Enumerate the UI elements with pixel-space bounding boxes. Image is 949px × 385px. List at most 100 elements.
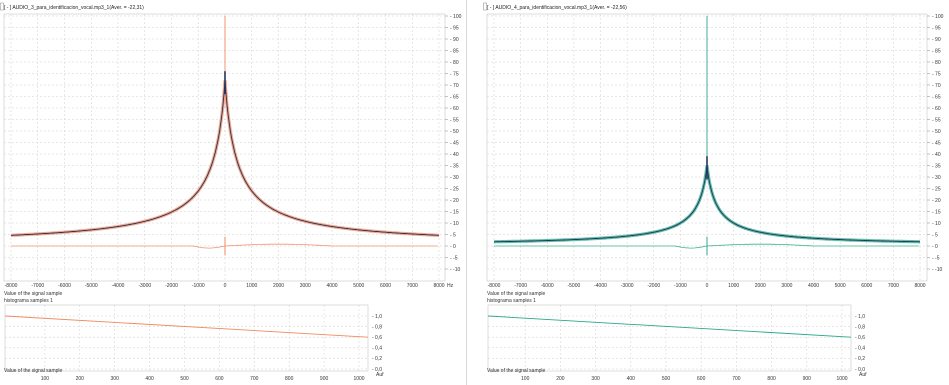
x-tick-label: -3000 [621, 283, 634, 289]
y-tick-label: - 100 [932, 14, 944, 20]
x-tick-label: 2000 [273, 283, 284, 289]
left-analyzer-panel: [ - ] AUDIO_3_para_identificacion_vocal.… [0, 0, 462, 385]
hist-x-tick-label: 100 [41, 376, 50, 382]
y-tick-label: - 55 [450, 117, 459, 123]
y-tick-label: - 20 [450, 198, 459, 204]
y-tick-label: - 75 [450, 71, 459, 77]
y-tick-label: - 75 [932, 71, 941, 77]
main-plot-area [3, 13, 446, 282]
hist-x-tick-label: 300 [111, 376, 120, 382]
y-tick-label: - 85 [450, 48, 459, 54]
x-tick-label: 5000 [835, 283, 846, 289]
hist-y-tick-label: - 0,8 [855, 324, 865, 330]
main-x-axis-label: Value of the signal sample [4, 291, 62, 297]
hist-x-tick-label: 100 [521, 376, 530, 382]
x-tick-label: -4000 [112, 283, 125, 289]
histogram-title: histograma samples 1 [487, 298, 536, 304]
x-tick-label: -7000 [31, 283, 44, 289]
hist-y-tick-label: - 0,0 [372, 367, 382, 373]
hist-x-tick-label: 800 [285, 376, 294, 382]
x-tick-label: 8000 [433, 283, 444, 289]
x-tick-label: -6000 [541, 283, 554, 289]
hist-x-tick-label: 500 [662, 376, 671, 382]
hist-x-unit: Auf [859, 372, 867, 378]
y-tick-label: - 30 [450, 175, 459, 181]
hist-y-tick-label: - 0,4 [855, 346, 865, 352]
y-tick-label: - 10 [932, 221, 941, 227]
y-tick-label: - 50 [450, 129, 459, 135]
y-tick-label: - 35 [932, 163, 941, 169]
y-tick-label: - 70 [932, 83, 941, 89]
y-tick-label: - 50 [932, 129, 941, 135]
x-tick-label: -6000 [58, 283, 71, 289]
y-tick-label: - 60 [450, 106, 459, 112]
y-tick-label: - 45 [450, 140, 459, 146]
y-tick-label: - 80 [932, 60, 941, 66]
y-tick-label: - -5 [932, 255, 940, 261]
x-tick-label: 8000 [914, 283, 925, 289]
y-tick-label: - 70 [450, 83, 459, 89]
hist-y-tick-label: - 0,2 [372, 356, 382, 362]
y-tick-label: - -10 [450, 267, 461, 273]
window-control-icon[interactable] [0, 2, 4, 11]
y-tick-label: - 90 [450, 37, 459, 43]
hist-y-tick-label: - 0,2 [855, 356, 865, 362]
hist-x-axis-label: Value of the signal sample [487, 368, 545, 374]
y-tick-label: - 40 [932, 152, 941, 158]
x-tick-label: -8000 [5, 283, 18, 289]
hist-x-tick-label: 200 [76, 376, 85, 382]
x-tick-label: -5000 [567, 283, 580, 289]
hist-x-tick-label: 1000 [836, 376, 847, 382]
hist-y-tick-label: - 0,4 [372, 346, 382, 352]
y-tick-label: - 30 [932, 175, 941, 181]
x-tick-label: 3000 [300, 283, 311, 289]
y-tick-label: - 5 [450, 232, 456, 238]
hist-y-tick-label: - 0,0 [855, 367, 865, 373]
hist-x-tick-label: 900 [320, 376, 329, 382]
x-tick-label: -3000 [138, 283, 151, 289]
histogram-plot-area [487, 304, 852, 372]
y-tick-label: - 40 [450, 152, 459, 158]
x-tick-label: 6000 [861, 283, 872, 289]
y-tick-label: - 15 [932, 209, 941, 215]
x-tick-label: 5000 [353, 283, 364, 289]
hist-x-tick-label: 600 [697, 376, 706, 382]
y-tick-label: - -10 [932, 267, 943, 273]
hist-x-tick-label: 300 [591, 376, 600, 382]
x-tick-label: -5000 [85, 283, 98, 289]
main-x-axis-label: Value of the signal sample [487, 291, 545, 297]
x-tick-label: 7000 [407, 283, 418, 289]
x-tick-label: 4000 [808, 283, 819, 289]
hist-x-tick-label: 500 [180, 376, 189, 382]
x-tick-label: -8000 [488, 283, 501, 289]
hist-y-tick-label: - 0,8 [372, 324, 382, 330]
y-tick-label: - -5 [450, 255, 458, 261]
histogram-title: histograma samples 1 [4, 298, 53, 304]
y-tick-label: - 90 [932, 37, 941, 43]
hist-x-tick-label: 700 [250, 376, 259, 382]
histogram-line [4, 315, 369, 338]
hist-y-tick-label: - 1,0 [855, 314, 865, 320]
y-tick-label: - 25 [450, 186, 459, 192]
x-tick-label: -2000 [647, 283, 660, 289]
histogram-plot-area [4, 304, 369, 372]
hist-y-tick-label: - 0,6 [372, 335, 382, 341]
y-tick-label: - 25 [932, 186, 941, 192]
hist-y-tick-label: - 0,6 [855, 335, 865, 341]
y-tick-label: - 85 [932, 48, 941, 54]
x-tick-label: 1000 [246, 283, 257, 289]
y-tick-label: - 60 [932, 106, 941, 112]
hist-x-tick-label: 600 [215, 376, 224, 382]
window-control-icon[interactable] [483, 2, 487, 11]
y-tick-label: - 10 [450, 221, 459, 227]
hist-x-unit: Auf [376, 372, 384, 378]
hist-y-tick-label: - 1,0 [372, 314, 382, 320]
x-tick-label: 6000 [380, 283, 391, 289]
x-tick-label: 4000 [326, 283, 337, 289]
x-tick-label: -1000 [192, 283, 205, 289]
hist-x-tick-label: 200 [556, 376, 565, 382]
x-tick-label: -2000 [165, 283, 178, 289]
y-tick-label: - 5 [932, 232, 938, 238]
y-tick-label: - 20 [932, 198, 941, 204]
hist-x-tick-label: 900 [803, 376, 812, 382]
